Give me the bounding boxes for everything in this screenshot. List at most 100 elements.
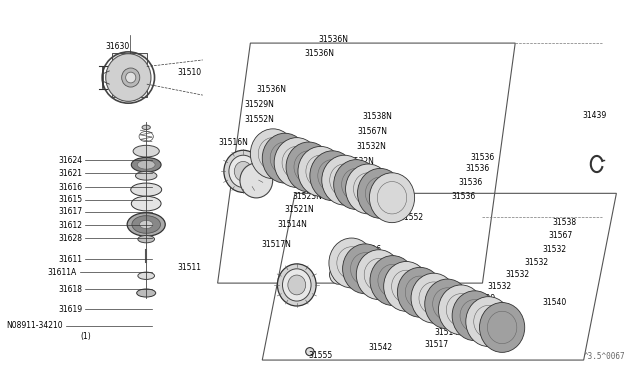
Ellipse shape — [370, 256, 415, 305]
Ellipse shape — [133, 145, 159, 157]
Text: 31521: 31521 — [445, 317, 470, 326]
Ellipse shape — [356, 250, 401, 299]
Text: 31538: 31538 — [553, 218, 577, 227]
Ellipse shape — [262, 133, 307, 183]
Text: 31532N: 31532N — [312, 177, 342, 186]
Text: 31536: 31536 — [452, 192, 476, 201]
Ellipse shape — [234, 161, 252, 181]
Ellipse shape — [346, 164, 391, 214]
Ellipse shape — [137, 289, 156, 297]
Text: 31567N: 31567N — [358, 126, 387, 135]
Ellipse shape — [333, 269, 344, 281]
Ellipse shape — [383, 262, 429, 311]
Ellipse shape — [397, 267, 443, 317]
Ellipse shape — [322, 155, 367, 205]
Text: 31536N: 31536N — [319, 35, 349, 44]
Ellipse shape — [138, 235, 154, 243]
Text: 31536: 31536 — [470, 153, 495, 162]
Text: 31529N: 31529N — [244, 100, 275, 109]
Ellipse shape — [127, 213, 165, 236]
Text: 31529: 31529 — [472, 294, 496, 303]
Text: (1): (1) — [80, 332, 91, 341]
Text: 31521N: 31521N — [285, 205, 315, 214]
Text: 31612: 31612 — [58, 221, 83, 230]
Ellipse shape — [329, 238, 374, 288]
Text: 31523N: 31523N — [292, 192, 322, 201]
Text: 31532: 31532 — [505, 270, 529, 279]
Text: 31567: 31567 — [548, 231, 572, 240]
Text: 31517: 31517 — [424, 340, 448, 349]
Text: 31511: 31511 — [177, 263, 202, 272]
Ellipse shape — [277, 264, 316, 306]
Text: 31532N: 31532N — [356, 142, 386, 151]
Text: 31552: 31552 — [399, 213, 423, 222]
Ellipse shape — [286, 142, 332, 192]
Ellipse shape — [333, 160, 379, 209]
Text: 31516: 31516 — [358, 244, 381, 254]
Text: 31514N: 31514N — [277, 220, 307, 229]
Text: 31619: 31619 — [58, 305, 83, 314]
Text: 31516N: 31516N — [219, 138, 249, 147]
Ellipse shape — [452, 291, 497, 341]
Text: 31439: 31439 — [582, 111, 606, 120]
Text: 31616: 31616 — [58, 183, 83, 192]
Text: 31540: 31540 — [542, 298, 566, 307]
Ellipse shape — [288, 275, 306, 295]
Text: 31617: 31617 — [58, 207, 83, 216]
Text: 31552N: 31552N — [244, 115, 275, 124]
Ellipse shape — [138, 272, 154, 279]
Text: 31523: 31523 — [458, 306, 482, 315]
Text: 31538N: 31538N — [362, 112, 392, 121]
Ellipse shape — [330, 265, 348, 284]
Ellipse shape — [140, 220, 153, 228]
Ellipse shape — [131, 157, 161, 172]
Text: N08911-34210: N08911-34210 — [6, 321, 63, 330]
Ellipse shape — [137, 160, 155, 169]
Ellipse shape — [229, 155, 257, 187]
Ellipse shape — [438, 285, 484, 335]
Text: 31514: 31514 — [435, 328, 459, 337]
Ellipse shape — [122, 68, 140, 87]
Text: 31510: 31510 — [177, 68, 202, 77]
Ellipse shape — [298, 147, 343, 196]
Ellipse shape — [358, 169, 403, 218]
Ellipse shape — [125, 72, 136, 83]
Ellipse shape — [342, 244, 388, 294]
Text: 31630: 31630 — [106, 42, 130, 51]
Ellipse shape — [224, 150, 262, 192]
Text: 31532: 31532 — [524, 258, 548, 267]
Text: 31532: 31532 — [542, 244, 566, 254]
Ellipse shape — [240, 163, 273, 198]
Text: 31532N: 31532N — [344, 157, 374, 166]
Ellipse shape — [250, 129, 296, 179]
Ellipse shape — [479, 302, 525, 352]
Ellipse shape — [274, 138, 319, 187]
Ellipse shape — [369, 173, 415, 223]
Ellipse shape — [131, 183, 162, 196]
Ellipse shape — [306, 347, 314, 356]
Text: 31536N: 31536N — [256, 86, 286, 94]
Text: 31618: 31618 — [58, 285, 83, 294]
Text: 31615: 31615 — [58, 195, 83, 205]
Text: 31555: 31555 — [308, 351, 333, 360]
Ellipse shape — [131, 196, 161, 211]
Bar — [112, 53, 147, 97]
Text: 31611: 31611 — [58, 255, 83, 264]
Text: ^3.5^0067: ^3.5^0067 — [584, 352, 625, 361]
Ellipse shape — [466, 296, 511, 346]
Ellipse shape — [106, 54, 151, 101]
Ellipse shape — [136, 171, 157, 180]
Text: 31624: 31624 — [58, 156, 83, 165]
Text: 31532: 31532 — [487, 282, 511, 291]
Ellipse shape — [425, 279, 470, 329]
Text: 31611A: 31611A — [47, 267, 77, 277]
Text: 31536N: 31536N — [304, 49, 334, 58]
Text: 31517N: 31517N — [261, 240, 291, 249]
Text: 31621: 31621 — [58, 169, 83, 178]
Ellipse shape — [411, 273, 456, 323]
Text: 31628: 31628 — [58, 234, 83, 243]
Ellipse shape — [132, 216, 161, 233]
Text: 31536: 31536 — [459, 178, 483, 187]
Ellipse shape — [142, 125, 150, 129]
Ellipse shape — [282, 269, 311, 301]
